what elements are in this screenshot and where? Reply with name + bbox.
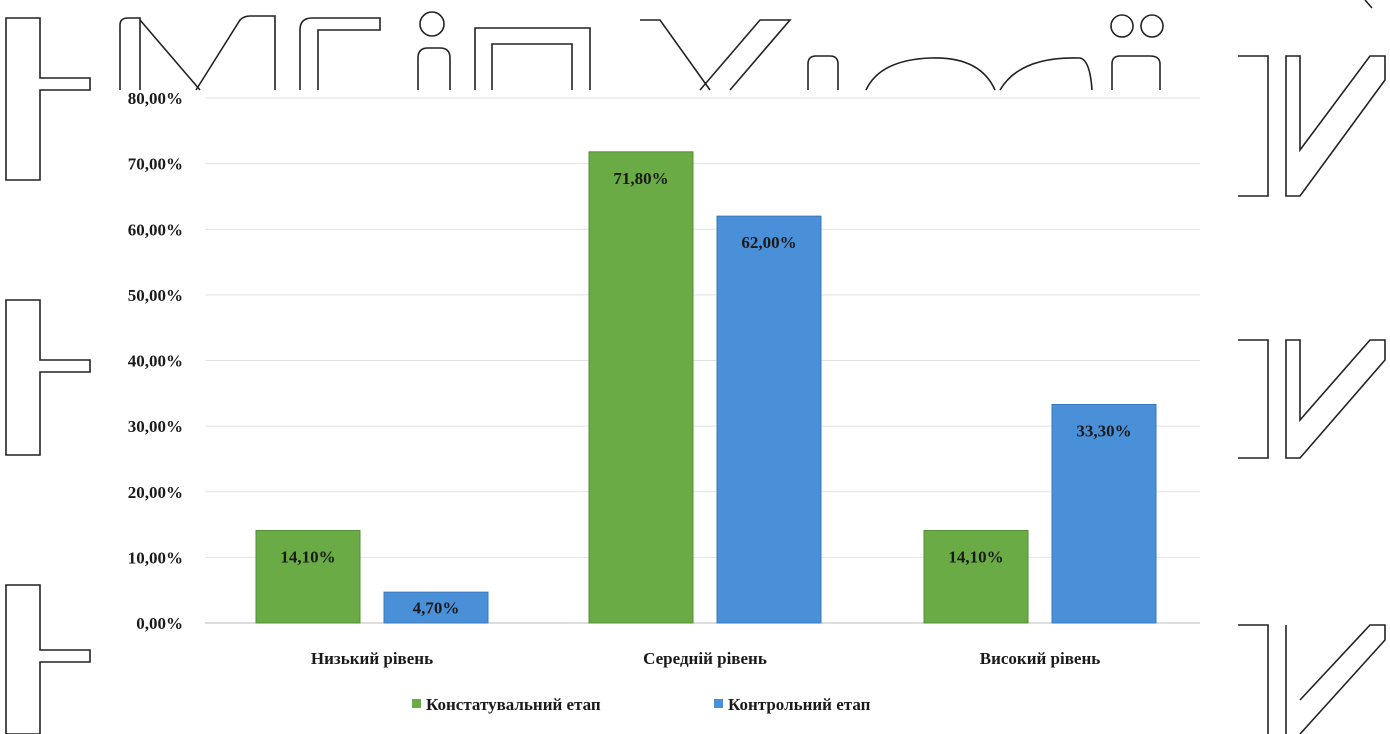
bar-control-2 [1051, 403, 1157, 624]
y-tick-label: 0,00% [136, 614, 183, 633]
data-labels: 14,10% 4,70% 71,80% 62,00% 14,10% 33,30% [280, 169, 1131, 618]
data-label: 62,00% [741, 233, 796, 252]
y-tick-label: 80,00% [128, 89, 183, 108]
data-label: 14,10% [280, 547, 335, 566]
y-tick-label: 20,00% [128, 483, 183, 502]
data-label: 4,70% [413, 599, 460, 618]
y-tick-label: 30,00% [128, 417, 183, 436]
gridlines [205, 97, 1200, 624]
data-label: 33,30% [1076, 421, 1131, 440]
category-label: Низький рівень [311, 649, 433, 668]
bar-constat-2 [923, 529, 1029, 624]
data-label: 71,80% [613, 169, 668, 188]
y-tick-label: 60,00% [128, 220, 183, 239]
legend-swatch-constat [412, 699, 421, 708]
bars [255, 151, 1157, 624]
data-label: 14,10% [948, 547, 1003, 566]
x-axis-category-labels: Низький рівень Середній рівень Високий рів… [311, 649, 1100, 668]
legend-label-constat: Констатувальний етап [426, 695, 601, 714]
legend-swatch-control [714, 699, 723, 708]
category-label: Середній рівень [643, 649, 767, 668]
legend-label-control: Контрольний етап [728, 695, 871, 714]
y-tick-label: 40,00% [128, 352, 183, 371]
bar-control-1 [716, 215, 822, 624]
y-axis-tick-labels: 0,00% 10,00% 20,00% 30,00% 40,00% 50,00% 60,00… [128, 89, 183, 633]
y-tick-label: 50,00% [128, 286, 183, 305]
bar-constat-1 [588, 151, 694, 624]
bar-constat-0 [255, 529, 361, 624]
legend: Констатувальний етап Контрольний етап [412, 695, 871, 714]
bar-control-0 [383, 591, 489, 624]
y-tick-label: 10,00% [128, 548, 183, 567]
category-label: Високий рівень [980, 649, 1101, 668]
y-tick-label: 70,00% [128, 155, 183, 174]
